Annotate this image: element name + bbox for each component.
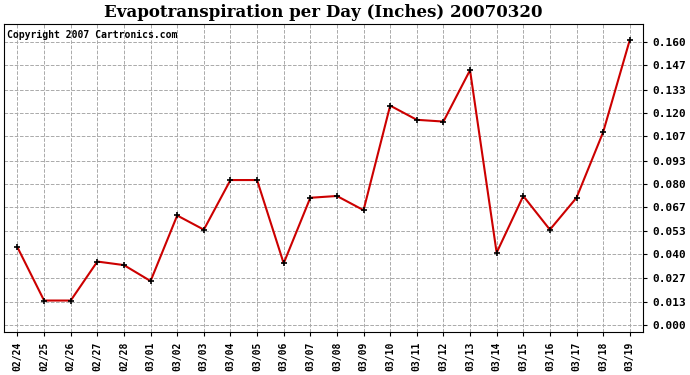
Title: Evapotranspiration per Day (Inches) 20070320: Evapotranspiration per Day (Inches) 2007… — [104, 4, 543, 21]
Text: Copyright 2007 Cartronics.com: Copyright 2007 Cartronics.com — [8, 30, 178, 40]
